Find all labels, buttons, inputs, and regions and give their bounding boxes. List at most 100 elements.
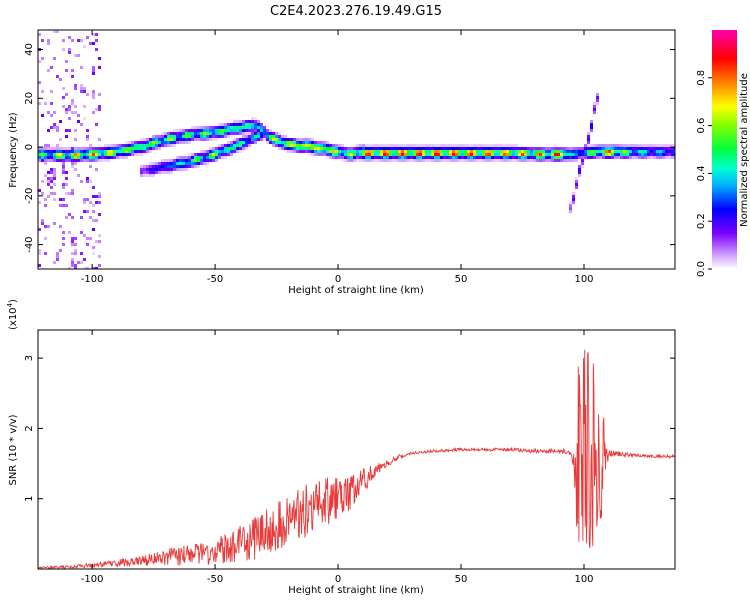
heatmap-cell xyxy=(434,156,437,159)
heatmap-cell xyxy=(254,117,257,120)
heatmap-cell xyxy=(671,147,674,150)
heatmap-cell xyxy=(368,159,371,162)
heatmap-cell xyxy=(47,195,50,198)
heatmap-cell xyxy=(653,150,656,153)
heatmap-cell xyxy=(158,135,161,138)
heatmap-cell xyxy=(173,165,176,168)
heatmap-cell xyxy=(401,153,404,156)
heatmap-cell xyxy=(638,156,641,159)
heatmap-cell xyxy=(152,147,155,150)
heatmap-cell xyxy=(38,249,41,252)
heatmap-cell xyxy=(155,141,158,144)
heatmap-cell xyxy=(503,159,506,162)
heatmap-cell xyxy=(209,159,212,162)
heatmap-cell xyxy=(53,261,56,264)
heatmap-cell xyxy=(506,147,509,150)
heatmap-cell xyxy=(77,54,80,57)
heatmap-cell xyxy=(338,144,341,147)
heatmap-cell xyxy=(224,123,227,126)
heatmap-cell xyxy=(488,156,491,159)
heatmap-cell xyxy=(86,153,89,156)
heatmap-cell xyxy=(83,45,86,48)
heatmap-cell xyxy=(560,153,563,156)
heatmap-cell xyxy=(554,156,557,159)
heatmap-cell xyxy=(320,144,323,147)
heatmap-cell xyxy=(197,132,200,135)
heatmap-cell xyxy=(608,153,611,156)
heatmap-cell xyxy=(650,144,653,147)
heatmap-cell xyxy=(530,150,533,153)
heatmap-cell xyxy=(236,141,239,144)
heatmap-cell xyxy=(146,171,149,174)
heatmap-cell xyxy=(446,147,449,150)
x-tick-label: 0 xyxy=(335,274,341,285)
heatmap-cell xyxy=(68,48,71,51)
heatmap-cell xyxy=(263,126,266,129)
heatmap-cell xyxy=(587,135,590,138)
heatmap-cell xyxy=(149,141,152,144)
heatmap-cell xyxy=(617,150,620,153)
heatmap-cell xyxy=(44,225,47,228)
heatmap-cell xyxy=(608,150,611,153)
heatmap-cell xyxy=(167,144,170,147)
heatmap-cell xyxy=(134,153,137,156)
heatmap-cell xyxy=(266,138,269,141)
heatmap-cell xyxy=(563,156,566,159)
heatmap-cell xyxy=(626,144,629,147)
heatmap-cell xyxy=(95,123,98,126)
heatmap-cell xyxy=(665,147,668,150)
heatmap-cell xyxy=(317,153,320,156)
heatmap-cell xyxy=(95,240,98,243)
heatmap-cell xyxy=(92,69,95,72)
heatmap-cell xyxy=(53,171,56,174)
heatmap-cell xyxy=(89,180,92,183)
heatmap-cell xyxy=(71,192,74,195)
heatmap-cell xyxy=(98,255,101,258)
heatmap-cell xyxy=(38,147,41,150)
heatmap-cell xyxy=(410,159,413,162)
heatmap-cell xyxy=(92,228,95,231)
heatmap-cell xyxy=(47,39,50,42)
heatmap-cell xyxy=(179,135,182,138)
heatmap-cell xyxy=(155,168,158,171)
heatmap-cell xyxy=(128,150,131,153)
heatmap-cell xyxy=(50,126,53,129)
heatmap-cell xyxy=(233,147,236,150)
heatmap-cell xyxy=(272,141,275,144)
heatmap-cell xyxy=(230,144,233,147)
heatmap-cell xyxy=(71,264,74,267)
heatmap-cell xyxy=(419,153,422,156)
heatmap-cell xyxy=(593,153,596,156)
heatmap-cell xyxy=(107,147,110,150)
heatmap-cell xyxy=(329,147,332,150)
heatmap-cell xyxy=(443,159,446,162)
heatmap-cell xyxy=(194,165,197,168)
heatmap-cell xyxy=(71,99,74,102)
heatmap-cell xyxy=(371,150,374,153)
heatmap-cell xyxy=(164,159,167,162)
heatmap-cell xyxy=(206,129,209,132)
heatmap-cell xyxy=(659,156,662,159)
heatmap-cell xyxy=(590,156,593,159)
heatmap-cell xyxy=(284,141,287,144)
heatmap-cell xyxy=(74,168,77,171)
heatmap-cell xyxy=(536,156,539,159)
heatmap-cell xyxy=(155,144,158,147)
heatmap-cell xyxy=(344,156,347,159)
heatmap-cell xyxy=(59,198,62,201)
heatmap-cell xyxy=(200,150,203,153)
heatmap-cell xyxy=(629,156,632,159)
heatmap-cell xyxy=(167,171,170,174)
colorbar-swatch xyxy=(712,30,737,269)
heatmap-cell xyxy=(251,141,254,144)
heatmap-cell xyxy=(350,150,353,153)
heatmap-cell xyxy=(164,162,167,165)
heatmap-cell xyxy=(611,144,614,147)
heatmap-cell xyxy=(227,153,230,156)
heatmap-cell xyxy=(305,141,308,144)
heatmap-cell xyxy=(71,39,74,42)
heatmap-cell xyxy=(563,150,566,153)
heatmap-cell xyxy=(251,138,254,141)
heatmap-cell xyxy=(125,141,128,144)
